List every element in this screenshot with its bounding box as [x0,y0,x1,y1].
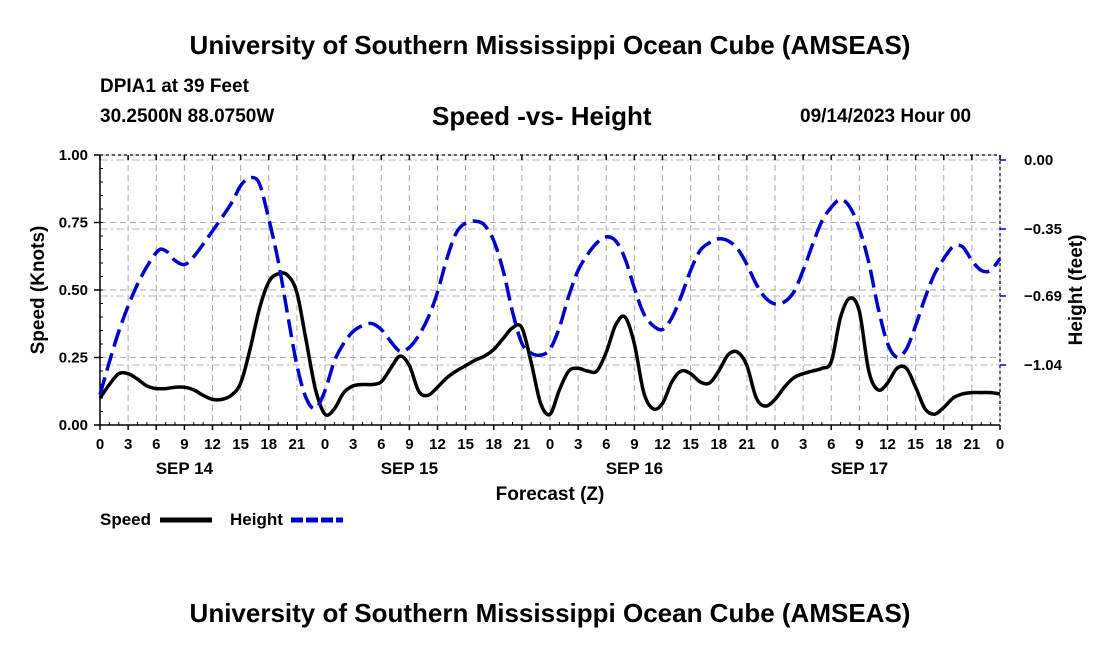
x-tick-label: 21 [514,436,531,453]
x-day-label: SEP 16 [606,459,663,478]
legend-speed-label: Speed [100,510,151,529]
x-tick-label: 18 [260,436,277,453]
series-line-speed [98,271,1001,417]
footer-title: University of Southern Mississippi Ocean… [189,598,911,628]
legend: Speed Height [100,510,343,529]
y-left-tick-label: 1.00 [59,147,88,164]
grid-lines [99,154,1001,426]
x-tick-label: 9 [630,436,638,453]
x-tick-label: 12 [654,436,671,453]
chart-title: Speed -vs- Height [432,101,652,131]
forecast-date: 09/14/2023 Hour 00 [800,106,972,127]
x-axis: 0 3 6 9 12 15 18 21 0 3 6 9 12 15 18 21 0 3 6 9 12 15 18 21 0 3 6 9… [96,155,1004,478]
x-tick-label: 18 [485,436,502,453]
x-tick-label: 15 [457,436,474,453]
x-tick-label: 15 [682,436,699,453]
x-tick-label: 0 [771,436,779,453]
y-left-tick-label: 0.25 [59,350,88,367]
x-tick-label: 18 [935,436,952,453]
x-tick-label: 21 [964,436,981,453]
x-tick-label: 12 [879,436,896,453]
x-tick-label: 6 [827,436,835,453]
series-line-height [98,175,1002,411]
x-axis-label: Forecast (Z) [496,484,605,505]
x-tick-label: 15 [907,436,924,453]
y-right-tick-label: −0.35 [1024,221,1062,238]
x-tick-label: 3 [799,436,807,453]
x-day-label: SEP 17 [831,459,888,478]
x-tick-label: 9 [180,436,188,453]
y-right-tick-label: −1.04 [1024,357,1063,374]
x-tick-label: 0 [996,436,1004,453]
x-tick-label: 21 [289,436,306,453]
series-lines [98,175,1002,417]
y-left-tick-label: 0.75 [59,215,88,232]
x-tick-label: 0 [546,436,554,453]
x-tick-label: 15 [232,436,249,453]
x-tick-label: 6 [377,436,385,453]
y-left-tick-label: 0.00 [59,417,88,434]
legend-height-label: Height [230,510,283,529]
main-title: University of Southern Mississippi Ocean… [189,30,911,60]
y-right-tick-label: −0.69 [1024,288,1062,305]
x-tick-label: 3 [124,436,132,453]
x-tick-label: 3 [349,436,357,453]
x-day-label: SEP 15 [381,459,438,478]
y-axis-right-label: Height (feet) [1066,235,1087,346]
y-left-tick-label: 0.50 [59,282,88,299]
x-tick-label: 0 [96,436,104,453]
x-tick-label: 0 [321,436,329,453]
y-right-tick-label: 0.00 [1024,152,1053,169]
y-axis-right: 0.00 −0.35 −0.69 −1.04 [1000,152,1063,374]
station-label: DPIA1 at 39 Feet [100,76,249,97]
x-tick-label: 3 [574,436,582,453]
x-tick-label: 18 [710,436,727,453]
y-axis-left: 0.00 0.25 0.50 0.75 1.00 [59,147,103,434]
x-day-label: SEP 14 [156,459,214,478]
coordinates-label: 30.2500N 88.0750W [100,106,275,127]
x-tick-label: 6 [152,436,160,453]
x-tick-label: 12 [429,436,446,453]
x-tick-label: 6 [602,436,610,453]
x-tick-label: 9 [405,436,413,453]
y-axis-left-label: Speed (Knots) [28,226,49,355]
x-tick-label: 9 [855,436,863,453]
x-tick-label: 21 [739,436,756,453]
x-tick-label: 12 [204,436,221,453]
